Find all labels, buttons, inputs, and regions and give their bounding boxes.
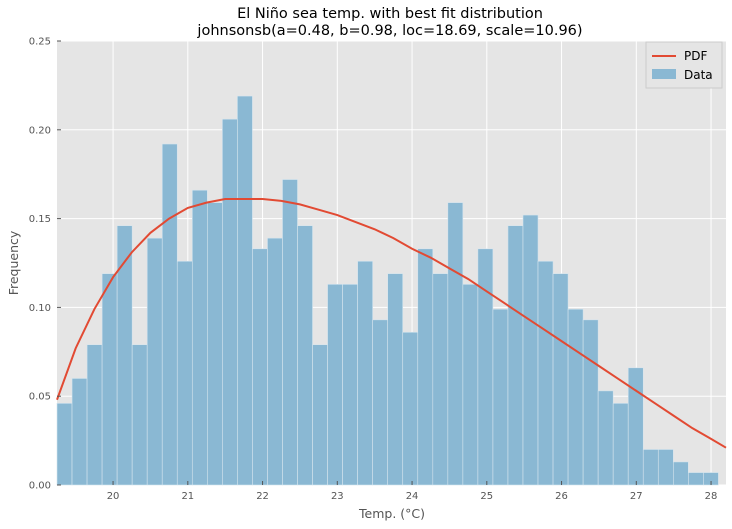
x-tick-label-3: 23 [331,491,344,502]
x-tick-label-1: 21 [181,491,194,502]
pdf-curve [56,198,727,449]
histogram-bar-6 [146,237,163,486]
histogram-bar-8 [176,260,193,486]
histogram-bar-31 [522,214,539,486]
histogram-bar-19 [342,284,358,486]
x-axis-label: Temp. (°C) [358,506,425,521]
y-tick-label-2: 0.10 [29,303,51,314]
y-axis-label: Frequency [6,230,21,295]
y-tick-label-0: 0.00 [29,481,51,492]
histogram-bar-30 [507,225,524,486]
y-tick-label-3: 0.15 [29,214,51,225]
x-tick-label-6: 26 [555,491,568,502]
legend-data-label: Data [684,68,713,82]
histogram-bar-23 [402,331,419,486]
legend-box [645,41,723,89]
y-ticks: 0.00 0.05 0.10 0.15 0.20 0.25 [29,37,61,492]
histogram-bar-35 [582,319,599,486]
histogram-bars [56,95,719,486]
histogram-bar-29 [492,308,509,486]
chart-title: El Niño sea temp. with best fit distribu… [237,6,543,22]
histogram-bar-7 [161,143,178,486]
x-tick-label-4: 24 [406,491,419,502]
histogram-bar-24 [417,248,434,486]
histogram-bar-33 [552,273,569,486]
x-tick-label-5: 25 [480,491,493,502]
histogram-bar-1 [71,378,88,486]
histogram-bar-34 [567,308,584,486]
histogram-bar-13 [252,248,268,486]
histogram-bar-14 [267,237,283,486]
histogram-bar-10 [207,202,223,486]
histogram-bar-16 [297,225,313,486]
x-tick-label-7: 27 [630,491,643,502]
legend-pdf-label: PDF [684,49,707,63]
legend: PDF Data [645,41,723,89]
histogram-bar-12 [237,95,253,486]
x-tick-label-2: 22 [256,491,269,502]
histogram-bar-2 [86,344,103,486]
histogram-bar-18 [327,284,343,486]
chart-subtitle: johnsonsb(a=0.48, b=0.98, loc=18.69, sca… [196,23,582,39]
histogram-bar-5 [131,344,148,486]
histogram-bar-37 [612,403,629,486]
histogram-bar-39 [642,449,659,486]
histogram-bar-40 [657,449,674,486]
histogram-bar-4 [116,225,133,486]
histogram-bar-26 [447,202,464,486]
histogram-bar-15 [282,179,298,486]
histogram-bar-27 [462,284,479,486]
x-tick-label-8: 28 [705,491,718,502]
x-ticks: 20 21 22 23 24 25 26 27 28 [107,481,718,502]
histogram-bar-21 [372,319,389,486]
histogram-bar-42 [688,472,704,486]
histogram-bar-3 [101,273,118,486]
histogram-bar-41 [673,461,689,486]
histogram-bar-11 [222,118,238,486]
y-tick-label-5: 0.25 [29,37,51,48]
y-tick-label-1: 0.05 [29,392,51,403]
legend-data-swatch [652,69,676,79]
y-tick-label-4: 0.20 [29,125,51,136]
histogram-bar-36 [597,390,614,486]
histogram-bar-20 [357,260,373,486]
histogram-bar-32 [537,260,554,486]
x-tick-label-0: 20 [107,491,120,502]
histogram-bar-22 [387,273,404,486]
histogram-bar-17 [312,344,328,486]
histogram-bar-0 [56,403,73,486]
histogram-bar-28 [477,248,494,486]
histogram-bar-25 [432,273,449,486]
histogram-bar-9 [191,189,208,486]
histogram-bar-38 [627,367,644,486]
